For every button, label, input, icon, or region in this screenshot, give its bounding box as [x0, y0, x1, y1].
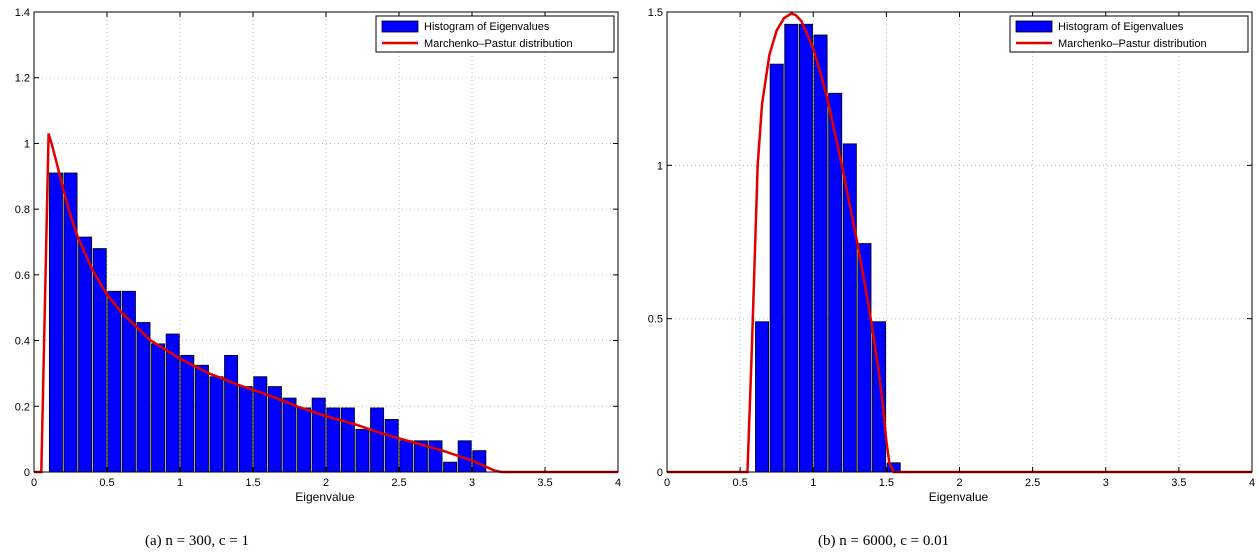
histogram-bar: [355, 428, 370, 473]
histogram-bar: [428, 440, 443, 473]
histogram-bar: [755, 321, 770, 473]
histogram-bar: [224, 354, 239, 473]
x-tick-label: 3.5: [1171, 477, 1186, 489]
legend-label-histogram: Histogram of Eigenvalues: [1058, 21, 1184, 33]
histogram-bar: [151, 343, 166, 473]
histogram-bar: [78, 236, 93, 473]
x-tick-label: 3.5: [537, 477, 552, 489]
histogram-bar: [238, 386, 253, 473]
histogram-bar: [297, 407, 312, 473]
y-tick-label: 0: [24, 467, 30, 479]
x-tick-label: 4: [615, 477, 621, 489]
y-tick-label: 0.4: [15, 336, 30, 348]
subplot-b: 0 0.5 1 1.5 2 2.5 3 3.5 4 0 0.5 1 1.5 Eigenvalue Histo…: [648, 7, 1255, 504]
x-tick-label: 2.5: [1025, 477, 1040, 489]
histogram-bar: [370, 407, 385, 473]
y-tick-label: 0.5: [648, 314, 663, 326]
x-tick-label: 1.5: [245, 477, 260, 489]
histogram-bar: [48, 172, 63, 473]
histogram-bar: [209, 376, 224, 473]
legend-label-mp: Marchenko–Pastur distribution: [1058, 38, 1207, 50]
x-tick-label: 0: [664, 477, 670, 489]
legend-label-mp: Marchenko–Pastur distribution: [424, 38, 573, 50]
histogram-bar: [311, 397, 326, 473]
x-tick-label: 2.5: [391, 477, 406, 489]
histogram-bar: [194, 364, 209, 473]
histogram-bar: [107, 290, 122, 473]
histogram-bar: [443, 461, 458, 473]
x-tick-label: 4: [1249, 477, 1255, 489]
y-tick-label: 0.6: [15, 270, 30, 282]
y-tick-label: 1.5: [648, 7, 663, 19]
x-tick-label: 2: [323, 477, 329, 489]
x-tick-label: 0.5: [99, 477, 114, 489]
histogram-bar: [180, 354, 195, 473]
subplot-a: 0 0.5 1 1.5 2 2.5 3 3.5 4 0 0.2 0.4 0.6 0.8 1 1.2 1.4 Eig…: [15, 7, 621, 504]
histogram-bar: [384, 419, 399, 473]
legend-label-histogram: Histogram of Eigenvalues: [424, 21, 550, 33]
y-tick-label: 0: [657, 467, 663, 479]
x-tick-label: 1.5: [879, 477, 894, 489]
marchenko-pastur-line: [34, 133, 618, 474]
legend-bar-swatch: [381, 20, 419, 33]
y-tick-label: 1: [24, 138, 30, 150]
histogram-bar: [282, 397, 297, 473]
x-tick-label: 0.5: [732, 477, 747, 489]
y-tick-label: 0.2: [15, 401, 30, 413]
histogram-bar: [813, 34, 828, 473]
y-tick-label: 1.4: [15, 7, 30, 19]
caption-b: (b) n = 6000, c = 0.01: [818, 533, 949, 549]
legend-bar-swatch: [1015, 20, 1053, 33]
histogram-bar: [769, 63, 784, 473]
plot-area: [34, 12, 618, 472]
histogram-bar: [340, 407, 355, 473]
x-tick-label: 1: [810, 477, 816, 489]
histogram-bar: [399, 440, 414, 473]
histogram-bar: [798, 23, 813, 473]
x-axis-label: Eigenvalue: [295, 490, 355, 504]
caption-a: (a) n = 300, c = 1: [145, 533, 249, 549]
x-tick-label: 0: [31, 477, 37, 489]
x-tick-label: 1: [177, 477, 183, 489]
histogram-bar: [784, 23, 799, 473]
histogram-bar: [842, 143, 857, 473]
y-tick-label: 1: [657, 160, 663, 172]
y-tick-label: 1.2: [15, 73, 30, 85]
x-tick-label: 3: [1103, 477, 1109, 489]
marchenko-pastur-line: [667, 12, 1252, 474]
y-tick-label: 0.8: [15, 204, 30, 216]
x-tick-label: 2: [956, 477, 962, 489]
x-axis-label: Eigenvalue: [929, 490, 989, 504]
x-tick-label: 3: [469, 477, 475, 489]
histogram-bar: [136, 322, 151, 473]
